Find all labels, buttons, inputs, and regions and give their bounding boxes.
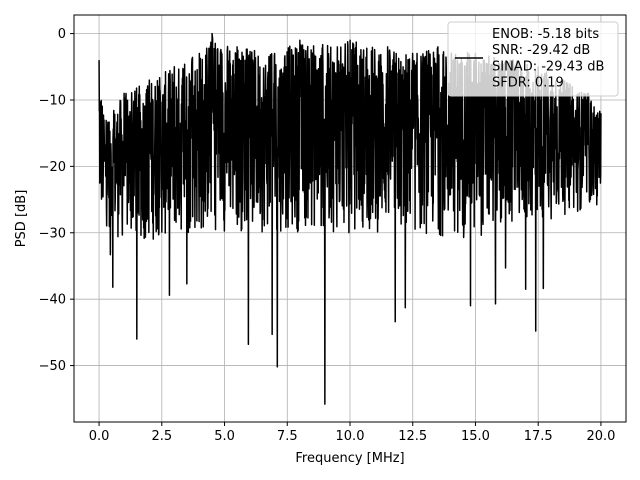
x-ticks: 0.0 2.5 5.0 7.5 10.0 12.5 15.0 17.5 20.0 <box>89 422 615 444</box>
x-tick-label: 2.5 <box>151 429 172 444</box>
legend-label-line: SNR: -29.42 dB <box>492 43 590 58</box>
series-layer <box>98 32 602 405</box>
x-tick-label: 10.0 <box>336 429 365 444</box>
x-tick-label: 5.0 <box>214 429 235 444</box>
y-ticks: 0 −10 −20 −30 −40 −50 <box>39 27 74 374</box>
y-tick-label: 0 <box>58 27 66 42</box>
x-tick-label: 17.5 <box>524 429 553 444</box>
y-tick-label: −50 <box>39 359 66 374</box>
x-tick-label: 12.5 <box>398 429 427 444</box>
y-tick-label: −20 <box>39 160 66 175</box>
x-tick-label: 15.0 <box>461 429 490 444</box>
y-axis-label: PSD [dB] <box>14 190 29 248</box>
x-axis-label: Frequency [MHz] <box>295 451 404 466</box>
y-tick-label: −10 <box>39 93 66 108</box>
x-tick-label: 7.5 <box>277 429 298 444</box>
legend-label-line: SFDR: 0.19 <box>492 76 564 91</box>
legend-box <box>447 21 619 97</box>
legend: ENOB: -5.18 bits SNR: -29.42 dB SINAD: -29… <box>447 21 619 97</box>
legend-label: ENOB: -5.18 bits SNR: -29.42 dB SINAD: -29… <box>492 27 604 91</box>
x-tick-label: 0.0 <box>89 429 110 444</box>
y-tick-label: −40 <box>39 293 66 308</box>
legend-label-line: SINAD: -29.43 dB <box>492 59 604 74</box>
x-tick-label: 20.0 <box>586 429 615 444</box>
psd-series-line <box>98 32 602 405</box>
y-tick-label: −30 <box>39 226 66 241</box>
legend-label-line: ENOB: -5.18 bits <box>492 27 599 42</box>
